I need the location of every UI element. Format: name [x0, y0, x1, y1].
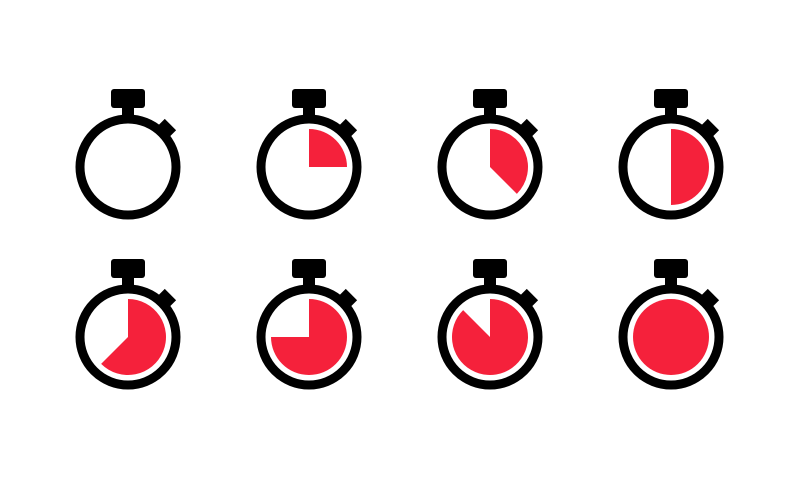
stopwatch-side-button [156, 118, 177, 139]
stopwatch-face [80, 119, 176, 215]
stopwatch-crown [473, 259, 507, 278]
stopwatch-side-button [699, 118, 720, 139]
stopwatch-crown [654, 259, 688, 278]
stopwatch-side-button [518, 288, 539, 309]
stopwatch-crown [654, 89, 688, 108]
stopwatch-icon-1 [75, 89, 181, 220]
stopwatch-progress-fill [490, 129, 528, 194]
stopwatch-side-button [337, 118, 358, 139]
stopwatch-icon-6 [256, 259, 362, 390]
stopwatch-icon-3 [437, 89, 543, 220]
stopwatch-ring [618, 114, 724, 220]
stopwatch-ring [618, 284, 724, 390]
stopwatch-icon-8 [618, 259, 724, 390]
stopwatch-icon-2 [256, 89, 362, 220]
stopwatch-ring [437, 114, 543, 220]
stopwatch-side-button [156, 288, 177, 309]
stopwatch-icon-7 [437, 259, 543, 390]
stopwatch-ring [256, 284, 362, 390]
stopwatch-progress-fill [633, 299, 709, 375]
stopwatch-ring [437, 284, 543, 390]
stopwatch-icon-4 [618, 89, 724, 220]
stopwatch-progress-fill [451, 299, 528, 375]
stopwatch-progress-fill [271, 299, 347, 375]
stopwatch-side-button [337, 288, 358, 309]
stopwatch-side-button [699, 288, 720, 309]
stopwatch-progress-fill [671, 129, 709, 205]
stopwatch-icon-5 [75, 259, 181, 390]
stopwatch-progress-fill [101, 299, 166, 375]
stopwatch-ring [75, 284, 181, 390]
stopwatch-progress-fill [309, 129, 347, 167]
stopwatch-crown [111, 259, 145, 278]
stopwatch-crown [473, 89, 507, 108]
stopwatch-ring [256, 114, 362, 220]
stopwatch-crown [111, 89, 145, 108]
stopwatch-side-button [518, 118, 539, 139]
stopwatch-crown [292, 259, 326, 278]
stopwatch-crown [292, 89, 326, 108]
stopwatch-ring [75, 114, 181, 220]
